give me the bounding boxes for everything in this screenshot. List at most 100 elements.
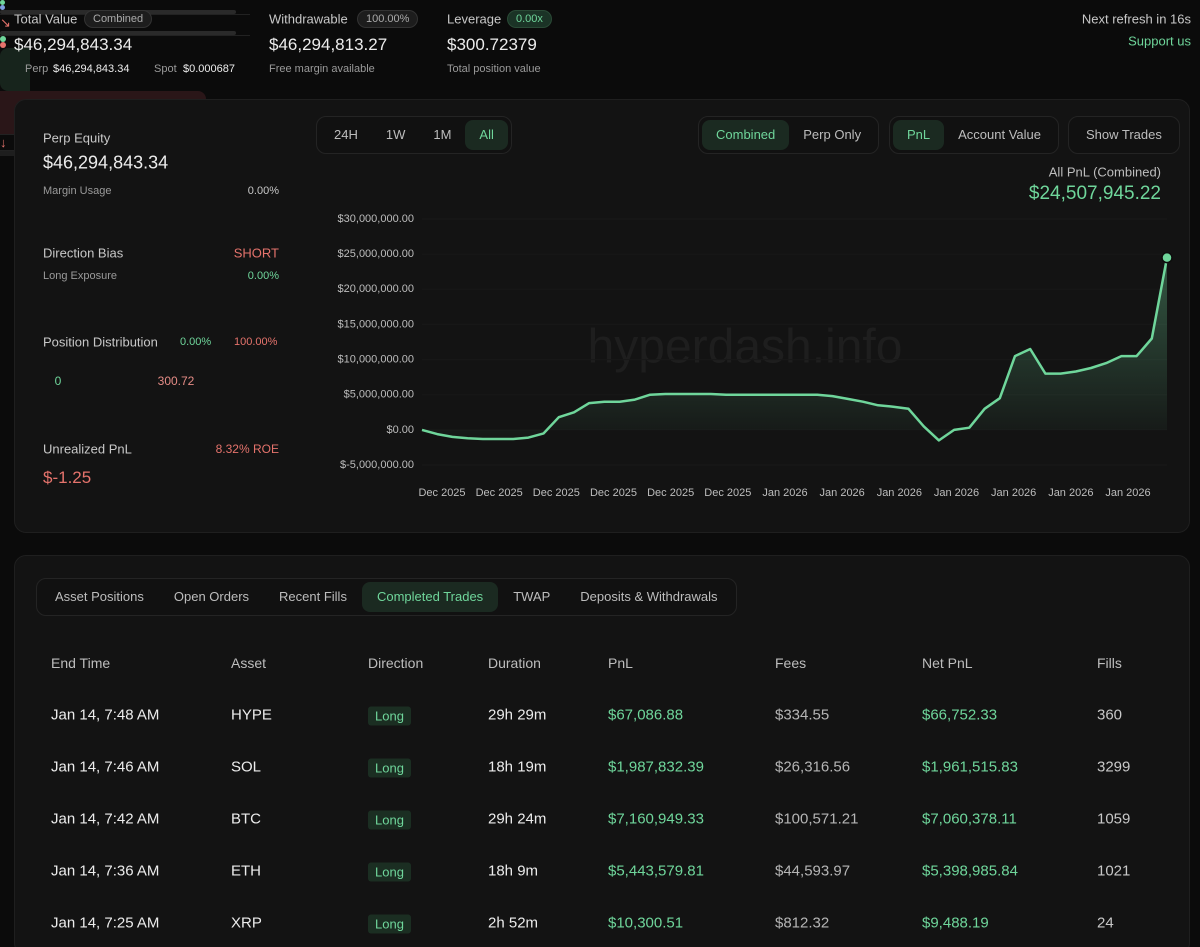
direction-pill: Long xyxy=(368,706,411,726)
direction-pill: Long xyxy=(368,914,411,934)
cell: 360 xyxy=(1097,706,1123,724)
end-point xyxy=(1161,251,1173,264)
button[interactable]: 1M xyxy=(433,127,452,142)
cell: 29h 29m xyxy=(488,706,547,724)
cell: $1,987,832.39 xyxy=(608,758,704,776)
label: Perp xyxy=(25,63,49,75)
value: $46,294,843.34 xyxy=(14,35,133,54)
label: Unrealized PnL xyxy=(43,441,132,457)
cell: $26,316.56 xyxy=(775,758,851,776)
label: Position Distribution xyxy=(43,334,158,350)
value: 0.00% xyxy=(247,270,279,282)
cell: Jan 14, 7:46 AM xyxy=(51,758,160,776)
chart-subtitle: $24,507,945.22 xyxy=(1028,183,1161,204)
tab[interactable]: Open Orders xyxy=(173,589,250,604)
label: Perp Equity xyxy=(43,130,111,146)
x-tick-label: Dec 2025 xyxy=(647,487,694,499)
value: 0.00% xyxy=(247,185,279,197)
cell: 18h 9m xyxy=(488,862,539,880)
y-tick-label: $-5,000,000.00 xyxy=(340,459,414,471)
note: Total position value xyxy=(447,63,541,75)
refresh: Next refresh in 16s xyxy=(1081,11,1191,27)
value: $0.000687 xyxy=(183,63,235,75)
x-tick-label: Dec 2025 xyxy=(418,487,465,499)
x-tick-label: Jan 2026 xyxy=(1048,487,1093,499)
cell: SOL xyxy=(231,758,262,776)
cell: 1021 xyxy=(1097,862,1131,880)
column-header: End Time xyxy=(51,655,111,671)
table-panel xyxy=(14,555,1190,947)
cell: $5,443,579.81 xyxy=(608,862,704,880)
x-tick-label: Jan 2026 xyxy=(1105,487,1150,499)
button[interactable]: Show Trades xyxy=(1086,127,1162,142)
tab[interactable]: Recent Fills xyxy=(279,589,347,604)
area xyxy=(422,257,1167,441)
y-tick-label: $0.00 xyxy=(386,424,414,436)
dot xyxy=(0,5,5,10)
button-group: Combined Perp Only xyxy=(698,116,880,154)
button[interactable]: Perp Only xyxy=(803,127,862,142)
x-tick-label: Jan 2026 xyxy=(991,487,1036,499)
cell: XRP xyxy=(231,914,262,932)
cell: 18h 19m xyxy=(488,758,547,776)
cell: $100,571.21 xyxy=(775,810,859,828)
y-tick-label: $5,000,000.00 xyxy=(344,389,414,401)
cell: $334.55 xyxy=(775,706,830,724)
y-tick-label: $25,000,000.00 xyxy=(338,248,414,260)
cell: BTC xyxy=(231,810,261,828)
y-tick-label: $15,000,000.00 xyxy=(338,318,414,330)
button[interactable]: Account Value xyxy=(958,127,1042,142)
cell: 3299 xyxy=(1097,758,1131,776)
button[interactable]: 24H xyxy=(334,127,358,142)
button-group: Show Trades xyxy=(1068,116,1180,154)
watermark: hyperdash.info xyxy=(588,321,903,374)
cell: $5,398,985.84 xyxy=(922,862,1018,880)
chart: hyperdash.info $-5,000,000.00 $0.00 $5,000,… xyxy=(338,213,1173,499)
column-header: PnL xyxy=(608,655,633,671)
dot xyxy=(0,42,6,48)
note: Free margin available xyxy=(269,63,375,75)
chart-title: All PnL (Combined) xyxy=(1048,164,1161,180)
value: 0.00% xyxy=(180,336,212,348)
cell: Jan 14, 7:48 AM xyxy=(51,706,160,724)
button[interactable]: PnL xyxy=(893,120,945,150)
value: 300.72 xyxy=(157,374,195,388)
x-tick-label: Jan 2026 xyxy=(820,487,865,499)
cell: HYPE xyxy=(231,706,272,724)
cell: $66,752.33 xyxy=(922,706,998,724)
x-tick-label: Jan 2026 xyxy=(877,487,922,499)
tab[interactable]: Completed Trades xyxy=(361,582,499,612)
column-header: Direction xyxy=(368,655,424,671)
cell: $7,060,378.11 xyxy=(922,810,1017,828)
value: $46,294,843.34 xyxy=(53,63,130,75)
label: Leverage xyxy=(447,11,502,27)
column-header: Fills xyxy=(1097,655,1122,671)
button-group: PnL Account Value xyxy=(889,116,1060,154)
button[interactable]: 1W xyxy=(385,127,406,142)
value: 100.00% xyxy=(234,336,278,348)
x-tick-label: Dec 2025 xyxy=(590,487,637,499)
value: $-1.25 xyxy=(43,468,92,487)
direction-pill: Long xyxy=(368,862,411,882)
cell: $9,488.19 xyxy=(922,914,989,932)
value: 0 xyxy=(54,374,62,388)
link[interactable]: Support us xyxy=(1128,33,1191,49)
cell: Jan 14, 7:36 AM xyxy=(51,862,160,880)
label: Withdrawable xyxy=(269,11,348,27)
tab[interactable]: TWAP xyxy=(513,589,551,604)
label: Margin Usage xyxy=(43,185,112,197)
x-tick-label: Dec 2025 xyxy=(476,487,523,499)
x-tick-label: Dec 2025 xyxy=(704,487,751,499)
button[interactable]: Combined xyxy=(702,120,790,150)
cell: $7,160,949.33 xyxy=(608,810,704,828)
cell: 2h 52m xyxy=(488,914,539,932)
tab[interactable]: Asset Positions xyxy=(55,589,144,604)
tab[interactable]: Deposits & Withdrawals xyxy=(580,589,718,604)
value: $46,294,813.27 xyxy=(269,35,388,54)
value: 8.32% ROE xyxy=(215,442,279,456)
button[interactable]: All xyxy=(465,120,508,150)
cell: ETH xyxy=(231,862,261,880)
column-header: Fees xyxy=(775,655,807,671)
badge: Combined xyxy=(84,10,153,28)
